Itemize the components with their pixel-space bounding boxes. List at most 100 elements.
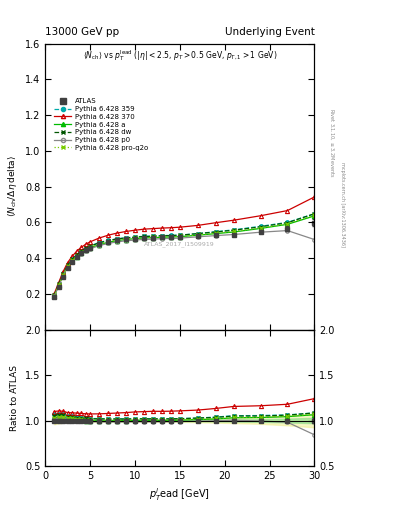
Pythia 6.428 dw [285, 220, 290, 226]
Pythia 6.428 a [79, 250, 83, 256]
Pythia 6.428 p0 [160, 236, 164, 242]
Pythia 6.428 a [115, 238, 119, 244]
Pythia 6.428 pro-q2o [79, 249, 83, 255]
Pythia 6.428 a [97, 242, 101, 248]
Pythia 6.428 p0 [141, 236, 146, 242]
Pythia 6.428 p0 [106, 241, 110, 247]
Pythia 6.428 dw [151, 233, 155, 240]
Pythia 6.428 dw [132, 234, 137, 240]
Pythia 6.428 p0 [56, 283, 61, 289]
Pythia 6.428 dw [74, 252, 79, 258]
Pythia 6.428 359 [61, 270, 66, 276]
Pythia 6.428 370 [178, 224, 182, 230]
Pythia 6.428 pro-q2o [160, 234, 164, 240]
Pythia 6.428 p0 [52, 293, 57, 300]
Pythia 6.428 370 [97, 235, 101, 241]
Pythia 6.428 359 [52, 292, 57, 298]
Pythia 6.428 p0 [70, 259, 75, 265]
Pythia 6.428 dw [56, 281, 61, 287]
Pythia 6.428 a [141, 235, 146, 241]
Pythia 6.428 370 [65, 260, 70, 266]
Pythia 6.428 pro-q2o [88, 244, 92, 250]
Pythia 6.428 p0 [258, 229, 263, 236]
Pythia 6.428 pro-q2o [106, 239, 110, 245]
Pythia 6.428 p0 [74, 254, 79, 260]
Pythia 6.428 370 [312, 194, 317, 200]
Text: $\langle N_{\rm ch}\rangle$ vs $p_T^{\rm lead}$ ($|\eta|<2.5$, $p_T>0.5$ GeV, $p: $\langle N_{\rm ch}\rangle$ vs $p_T^{\rm… [83, 48, 277, 62]
Pythia 6.428 pro-q2o [195, 232, 200, 238]
Pythia 6.428 a [312, 213, 317, 219]
Line: Pythia 6.428 a: Pythia 6.428 a [52, 214, 316, 298]
Pythia 6.428 370 [124, 228, 129, 234]
Pythia 6.428 p0 [151, 236, 155, 242]
Y-axis label: Ratio to ATLAS: Ratio to ATLAS [10, 365, 19, 431]
Pythia 6.428 a [88, 245, 92, 251]
Pythia 6.428 a [285, 221, 290, 227]
Pythia 6.428 370 [56, 280, 61, 286]
Pythia 6.428 359 [124, 234, 129, 241]
Pythia 6.428 359 [213, 228, 218, 234]
Pythia 6.428 a [124, 237, 129, 243]
Pythia 6.428 359 [285, 219, 290, 225]
Pythia 6.428 359 [97, 240, 101, 246]
Pythia 6.428 pro-q2o [61, 272, 66, 278]
Text: ATLAS_2017_I1509919: ATLAS_2017_I1509919 [144, 241, 215, 247]
Line: Pythia 6.428 p0: Pythia 6.428 p0 [52, 229, 316, 298]
Pythia 6.428 359 [115, 236, 119, 242]
Pythia 6.428 dw [70, 257, 75, 263]
Pythia 6.428 pro-q2o [213, 230, 218, 236]
Pythia 6.428 a [70, 258, 75, 264]
Pythia 6.428 a [74, 253, 79, 260]
Pythia 6.428 dw [213, 229, 218, 235]
Pythia 6.428 a [213, 230, 218, 237]
Pythia 6.428 pro-q2o [151, 234, 155, 241]
Pythia 6.428 370 [132, 227, 137, 233]
Pythia 6.428 dw [61, 271, 66, 277]
Pythia 6.428 a [151, 234, 155, 241]
Pythia 6.428 370 [88, 239, 92, 245]
Pythia 6.428 pro-q2o [231, 228, 236, 234]
Pythia 6.428 359 [88, 243, 92, 249]
Pythia 6.428 a [52, 293, 57, 299]
Pythia 6.428 p0 [61, 272, 66, 279]
Pythia 6.428 p0 [132, 237, 137, 243]
Pythia 6.428 pro-q2o [56, 282, 61, 288]
Pythia 6.428 359 [178, 232, 182, 238]
Pythia 6.428 pro-q2o [258, 225, 263, 231]
Pythia 6.428 pro-q2o [83, 246, 88, 252]
Pythia 6.428 dw [160, 232, 164, 239]
Pythia 6.428 dw [79, 248, 83, 254]
Pythia 6.428 370 [151, 226, 155, 232]
Pythia 6.428 p0 [169, 236, 173, 242]
Pythia 6.428 359 [258, 223, 263, 229]
Pythia 6.428 p0 [124, 238, 129, 244]
Pythia 6.428 370 [195, 222, 200, 228]
Pythia 6.428 a [258, 225, 263, 231]
Pythia 6.428 370 [61, 268, 66, 274]
Pythia 6.428 359 [231, 227, 236, 233]
Pythia 6.428 dw [115, 236, 119, 242]
Pythia 6.428 dw [141, 233, 146, 240]
Pythia 6.428 370 [258, 212, 263, 219]
Legend: ATLAS, Pythia 6.428 359, Pythia 6.428 370, Pythia 6.428 a, Pythia 6.428 dw, Pyth: ATLAS, Pythia 6.428 359, Pythia 6.428 37… [51, 96, 151, 154]
Line: Pythia 6.428 359: Pythia 6.428 359 [52, 212, 316, 296]
Pythia 6.428 dw [106, 238, 110, 244]
Pythia 6.428 p0 [97, 243, 101, 249]
Pythia 6.428 359 [65, 262, 70, 268]
Pythia 6.428 p0 [285, 227, 290, 233]
Pythia 6.428 dw [88, 243, 92, 249]
Pythia 6.428 370 [115, 230, 119, 236]
Pythia 6.428 p0 [213, 232, 218, 239]
Pythia 6.428 p0 [312, 237, 317, 243]
Pythia 6.428 359 [56, 281, 61, 287]
Pythia 6.428 370 [231, 217, 236, 223]
Pythia 6.428 370 [213, 220, 218, 226]
Pythia 6.428 p0 [115, 239, 119, 245]
Pythia 6.428 dw [65, 262, 70, 268]
Pythia 6.428 a [106, 239, 110, 245]
X-axis label: $p_T^l{\rm ead}$ [GeV]: $p_T^l{\rm ead}$ [GeV] [149, 486, 210, 503]
Pythia 6.428 dw [83, 245, 88, 251]
Pythia 6.428 p0 [231, 231, 236, 238]
Pythia 6.428 359 [160, 232, 164, 239]
Text: Underlying Event: Underlying Event [224, 27, 314, 37]
